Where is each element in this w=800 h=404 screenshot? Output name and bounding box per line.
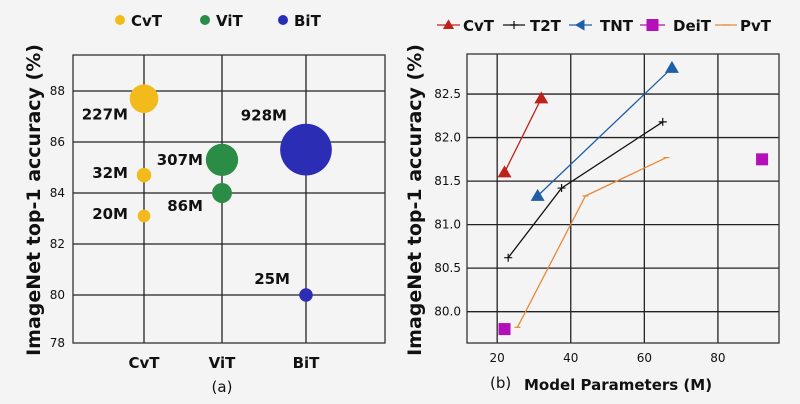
bubble-label: 32M: [92, 164, 128, 182]
series-line: [537, 67, 673, 197]
bubble-20m: [137, 209, 151, 223]
y-tick-label: 88: [50, 84, 65, 98]
legend-marker: [278, 15, 288, 25]
series-vit: 307M 86M: [157, 143, 239, 215]
x-tick-label: 20: [490, 351, 505, 365]
x-tick-label: 60: [637, 351, 652, 365]
legend-label: TNT: [600, 17, 634, 35]
legend-marker: [200, 15, 210, 25]
bubble-label: 227M: [82, 106, 128, 124]
plot-frame: [72, 54, 386, 344]
bubble-label: 20M: [92, 205, 128, 223]
chart-a: 78 80 82 84 86 88 CvT ViT BiT (a) ImageNet top-1 a…: [23, 12, 386, 396]
data-point: [664, 60, 679, 73]
y-tick-label: 82.5: [434, 87, 461, 101]
legend-marker: [574, 19, 585, 31]
y-tick-label: 82: [50, 237, 65, 251]
legend-marker: [115, 15, 125, 25]
bubble-32m: [136, 167, 152, 183]
y-tick-label: 81.0: [434, 218, 461, 232]
bubble-86m: [212, 183, 232, 203]
legend-label: PvT: [740, 17, 772, 35]
legend-label: T2T: [530, 17, 562, 35]
plot-frame: [466, 53, 780, 344]
x-tick-label: CvT: [128, 354, 160, 372]
y-axis-title: ImageNet top-1 accuracy (%): [23, 44, 45, 356]
legend-marker: [442, 19, 455, 29]
x-tick-label: BiT: [293, 354, 321, 372]
series-line: [507, 121, 664, 259]
y-tick-label: 80: [50, 288, 65, 302]
legend-label: CvT: [131, 12, 163, 30]
y-tick-label: 81.5: [434, 174, 461, 188]
legend-marker: [510, 21, 518, 29]
legend-marker: [646, 19, 659, 31]
bubble-307m: [205, 143, 239, 176]
series-cvt: 227M 32M 20M: [82, 84, 159, 223]
bubble-25m: [299, 288, 313, 302]
legend-label: BiT: [294, 12, 322, 30]
series-tnt: [530, 60, 679, 201]
y-tick-label: 86: [50, 135, 65, 149]
legend-label: ViT: [216, 12, 243, 30]
x-axis-title: Model Parameters (M): [524, 376, 712, 394]
legend-label: CvT: [463, 17, 495, 35]
series-deit: [498, 153, 769, 336]
legend-label: DeiT: [673, 17, 712, 35]
subtitle: (b): [490, 374, 511, 392]
data-point: [756, 153, 769, 166]
y-tick-label: 80.5: [434, 261, 461, 275]
bubble-label: 307M: [157, 151, 203, 169]
chart-b: 20 40 60 80 80.0 80.5 81.0 81.5 82.0 82.5 (b) Model…: [404, 17, 780, 394]
x-tick-label: 40: [563, 351, 578, 365]
y-axis-title: ImageNet top-1 accuracy (%): [404, 44, 426, 356]
data-point: [534, 91, 549, 104]
series-bit: 928M 25M: [241, 107, 332, 302]
bubble-227m: [129, 84, 159, 113]
x-tick-label: 80: [710, 351, 725, 365]
y-tick-label: 82.0: [434, 131, 461, 145]
bubble-928m: [280, 123, 332, 176]
y-tick-label: 78: [50, 336, 65, 350]
subtitle: (a): [212, 378, 233, 396]
data-point: [498, 323, 511, 336]
series-pvt: [514, 156, 670, 328]
data-point: [557, 184, 566, 193]
data-point: [530, 188, 545, 201]
data-point: [497, 165, 512, 178]
x-tick-label: ViT: [209, 354, 236, 372]
series-cvt: [497, 91, 549, 178]
series-line: [503, 98, 542, 173]
bubble-label: 25M: [254, 270, 290, 288]
y-tick-label: 84: [50, 186, 65, 200]
series-t2t: [504, 117, 667, 262]
data-point: [658, 117, 667, 126]
data-point: [504, 253, 513, 262]
bubble-label: 86M: [167, 197, 203, 215]
y-tick-label: 80.0: [434, 305, 461, 319]
bubble-label: 928M: [241, 107, 287, 125]
